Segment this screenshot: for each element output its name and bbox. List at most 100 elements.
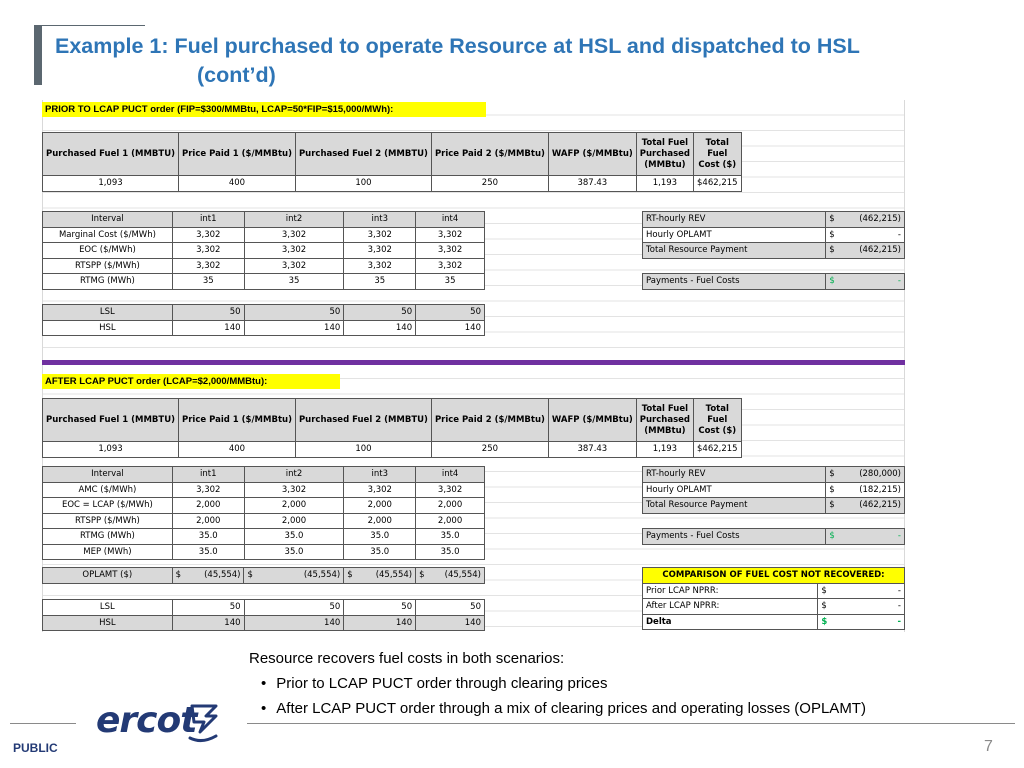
value-cell: 50	[243, 304, 345, 321]
footer-rule-right	[247, 723, 1015, 724]
page-title: Example 1: Fuel purchased to operate Res…	[55, 32, 995, 90]
value-cell: 35.0	[171, 543, 245, 560]
value-cell: 50	[171, 599, 245, 616]
payments-label: Payments - Fuel Costs	[641, 273, 827, 290]
after-fuel-values-row: 1,093 400 100 250 387.43 1,193 $462,215	[42, 441, 742, 458]
currency-symbol: $	[696, 444, 703, 455]
row-label: AMC ($/MWh)	[42, 481, 173, 498]
table-row: RT-hourly REV $ (462,215)	[641, 211, 905, 228]
currency-symbol: $	[175, 570, 182, 581]
after-fuel-header: Price Paid 2 ($/MMBtu)	[430, 398, 549, 442]
value-cell: 35	[343, 273, 417, 290]
value-cell: 3,302	[415, 257, 485, 274]
value-cell: 2,000	[171, 512, 245, 529]
payments-value: -	[897, 531, 901, 542]
summary-value: (280,000)	[859, 469, 901, 480]
table-row: RTMG (MWh) 35 35 35 35	[42, 273, 485, 290]
summary-label: Hourly OPLAMT	[641, 226, 827, 243]
comparison-label: Prior LCAP NPRR:	[641, 582, 819, 599]
after-limits-table: LSL 50 50 50 50 HSL 140 140 140 140	[42, 599, 485, 631]
row-label: Marginal Cost ($/MWh)	[42, 226, 173, 243]
table-row: HSL 140 140 140 140	[42, 319, 485, 336]
payments-value-cell: $ -	[825, 528, 905, 545]
value-cell: 3,302	[343, 257, 417, 274]
after-fuel-value: 387.43	[547, 441, 637, 458]
row-label: RTSPP ($/MWh)	[42, 257, 173, 274]
comparison-value-cell: $ -	[817, 598, 905, 615]
after-total-cost-cell: $462,215	[692, 441, 742, 458]
prior-total-cost-cell: $462,215	[692, 175, 742, 192]
value-cell: 2,000	[415, 512, 485, 529]
prior-total-cost: 462,215	[702, 178, 738, 189]
table-row: MEP (MWh) 35.0 35.0 35.0 35.0	[42, 543, 485, 560]
after-interval-table: Interval int1 int2 int3 int4 AMC ($/MWh)…	[42, 466, 485, 560]
table-row: Prior LCAP NPRR: $ -	[641, 582, 905, 599]
table-row: Marginal Cost ($/MWh) 3,302 3,302 3,302 …	[42, 226, 485, 243]
oplamt-value: (45,554)	[303, 570, 341, 581]
interval-cell: int3	[343, 466, 417, 483]
value-cell: 140	[343, 319, 417, 336]
title-line-2: (cont’d)	[197, 63, 276, 87]
summary-value-cell: $ (462,215)	[825, 497, 905, 514]
table-row: RTMG (MWh) 35.0 35.0 35.0 35.0	[42, 528, 485, 545]
oplamt-cell: $ (45,554)	[343, 567, 417, 584]
value-cell: 3,302	[171, 242, 245, 259]
row-label: RTMG (MWh)	[42, 528, 173, 545]
table-row: COMPARISON OF FUEL COST NOT RECOVERED:	[642, 567, 905, 584]
prior-fuel-header: Price Paid 1 ($/MMBtu)	[177, 132, 296, 176]
summary-value-cell: $ (462,215)	[825, 242, 905, 259]
value-cell: 3,302	[243, 481, 345, 498]
currency-symbol: $	[419, 570, 425, 581]
oplamt-cell: $ (45,554)	[243, 567, 345, 584]
value-cell: 2,000	[343, 497, 417, 514]
row-label: MEP (MWh)	[42, 543, 173, 560]
title-accent-bar	[34, 25, 42, 85]
comparison-label: After LCAP NPRR:	[641, 598, 819, 615]
table-row: OPLAMT ($) $ (45,554) $ (45,554) $ (45,554)…	[42, 567, 485, 584]
row-label: HSL	[42, 614, 173, 631]
summary-value: (182,215)	[859, 484, 901, 495]
oplamt-cell: $ (45,554)	[171, 567, 245, 584]
summary-value-cell: $ -	[825, 226, 905, 243]
after-payments-table: Payments - Fuel Costs $ -	[641, 528, 905, 545]
comparison-value: -	[897, 616, 901, 627]
comparison-header: COMPARISON OF FUEL COST NOT RECOVERED:	[642, 567, 905, 584]
prior-payments-table: Payments - Fuel Costs $ -	[641, 273, 905, 290]
value-cell: 2,000	[171, 497, 245, 514]
comparison-value-cell: $ -	[817, 613, 905, 630]
currency-symbol: $	[696, 178, 703, 189]
interval-cell: int1	[171, 211, 245, 228]
table-row: Hourly OPLAMT $ -	[641, 226, 905, 243]
value-cell: 3,302	[415, 481, 485, 498]
page-number: 7	[984, 738, 993, 755]
value-cell: 3,302	[243, 257, 345, 274]
value-cell: 140	[171, 614, 245, 631]
prior-fuel-value: 387.43	[547, 175, 637, 192]
value-cell: 3,302	[343, 226, 417, 243]
oplamt-value: (45,554)	[204, 570, 241, 581]
interval-cell: Interval	[42, 211, 173, 228]
currency-symbol: $	[821, 616, 828, 627]
prior-fuel-value: 400	[177, 175, 296, 192]
row-label: EOC = LCAP ($/MWh)	[42, 497, 173, 514]
prior-fuel-header: Total Fuel Purchased (MMBtu)	[635, 132, 694, 176]
summary-value-cell: $ (280,000)	[825, 466, 905, 483]
classification-label: PUBLIC	[13, 741, 58, 755]
prior-fuel-header: Purchased Fuel 2 (MMBTU)	[294, 132, 432, 176]
currency-symbol: $	[829, 469, 835, 480]
value-cell: 3,302	[171, 481, 245, 498]
currency-symbol: $	[829, 245, 835, 256]
value-cell: 3,302	[415, 226, 485, 243]
row-label: LSL	[42, 304, 173, 321]
comparison-value: -	[897, 601, 901, 612]
prior-fuel-value: 1,093	[42, 175, 179, 192]
value-cell: 35	[243, 273, 345, 290]
value-cell: 2,000	[343, 512, 417, 529]
value-cell: 3,302	[171, 226, 245, 243]
prior-fuel-value: 100	[294, 175, 432, 192]
currency-symbol: $	[821, 585, 827, 596]
value-cell: 2,000	[415, 497, 485, 514]
after-fuel-value: 100	[294, 441, 432, 458]
value-cell: 50	[343, 304, 417, 321]
payments-value-cell: $ -	[825, 273, 905, 290]
